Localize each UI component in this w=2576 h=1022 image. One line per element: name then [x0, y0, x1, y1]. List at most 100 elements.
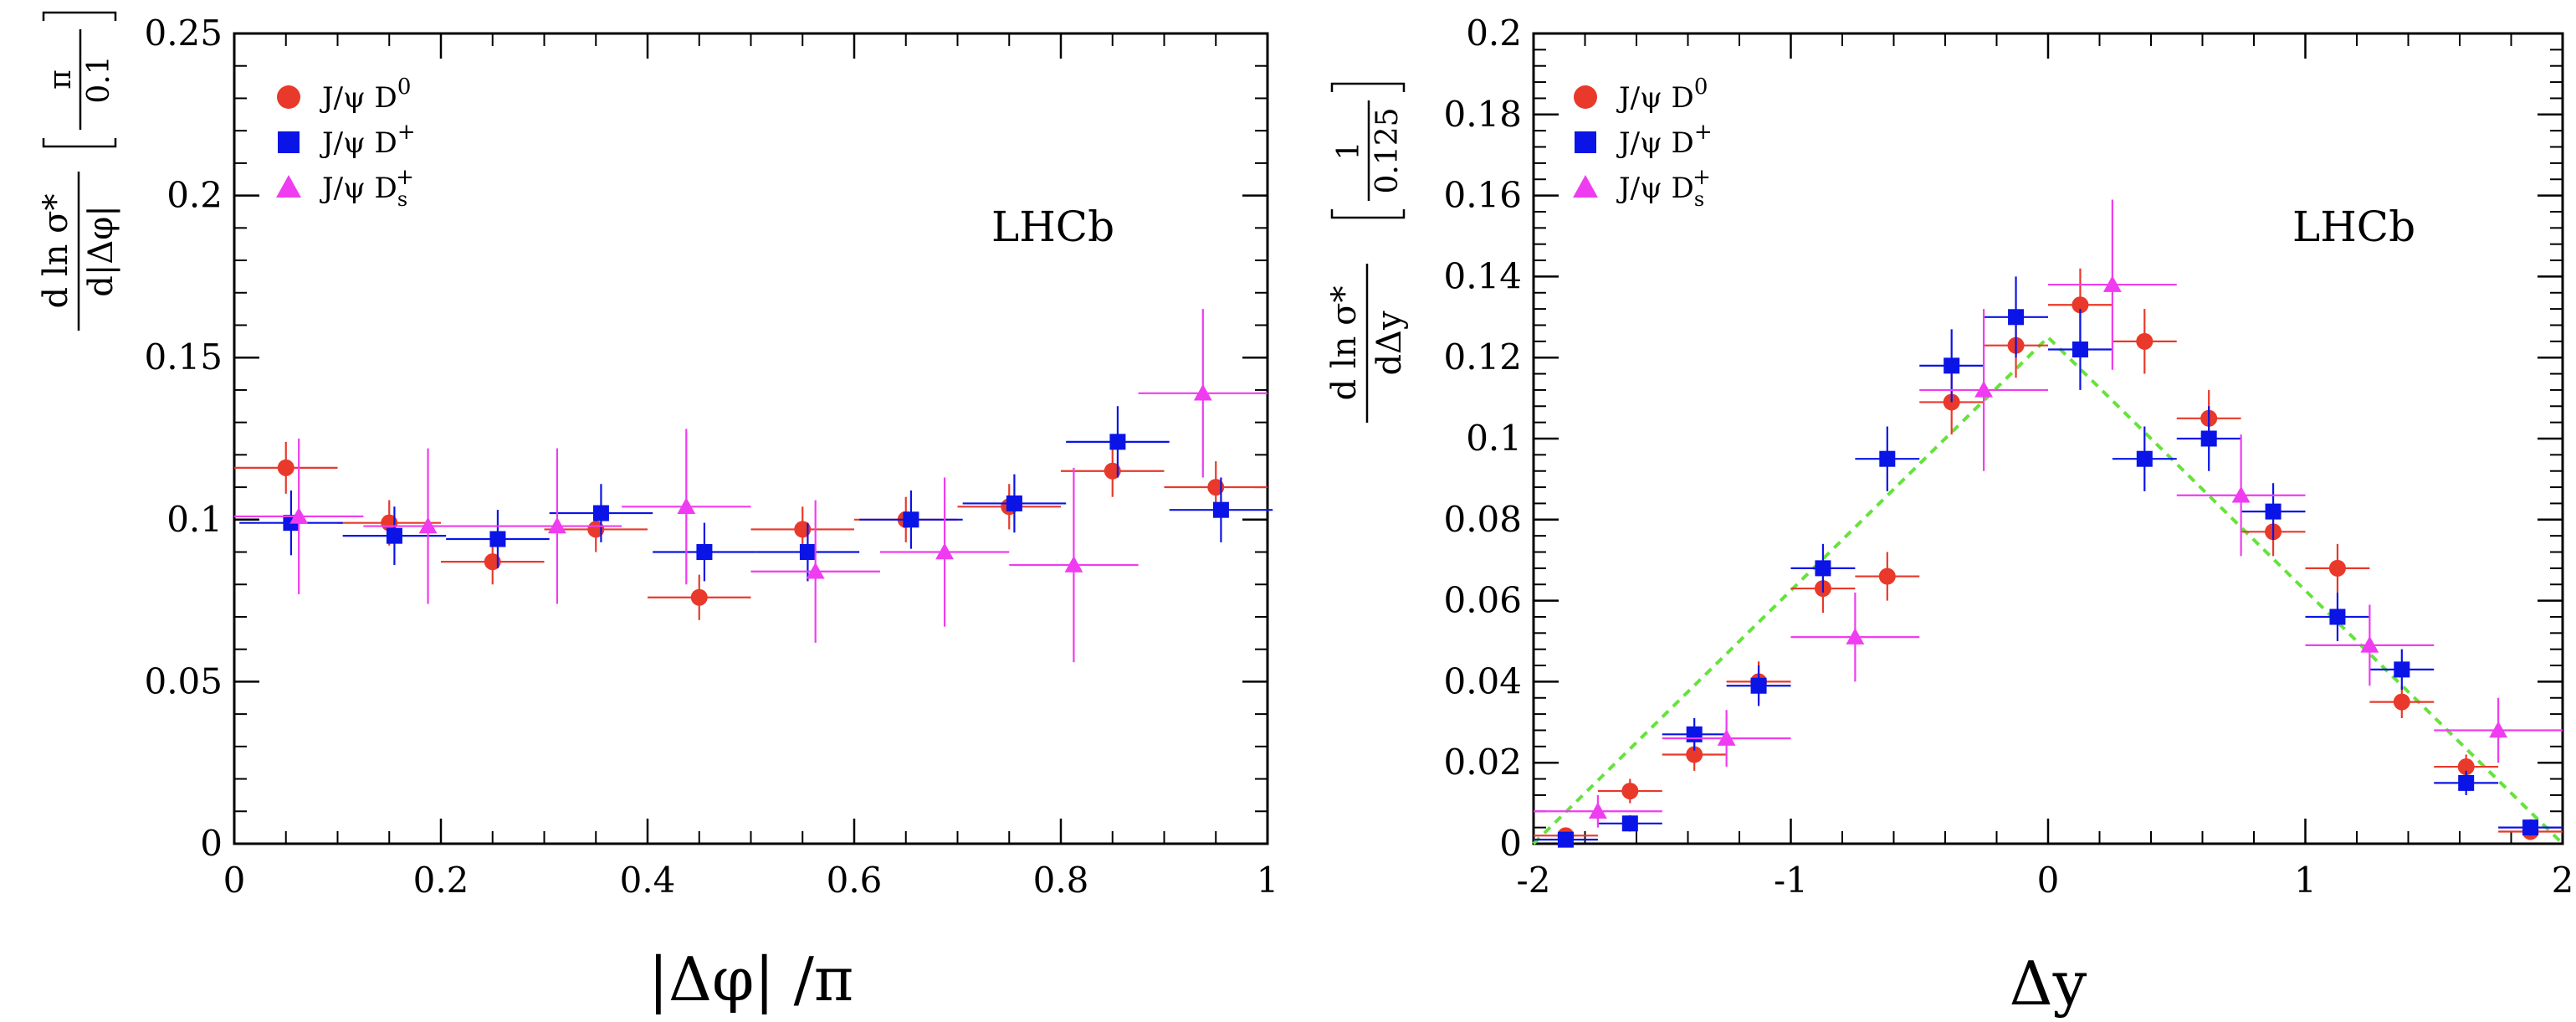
y-tick-label: 0.18 [1443, 94, 1522, 135]
marker-square [1212, 501, 1229, 518]
marker-square [2072, 342, 2088, 358]
marker-square [1109, 434, 1126, 450]
x-tick-label: -1 [1774, 860, 1808, 901]
lhcb-label: LHCb [2292, 203, 2415, 251]
marker-triangle [2231, 485, 2251, 503]
y-tick-label: 0.1 [1466, 418, 1522, 459]
legend-item-triangle: J/ψ Ds+ [1573, 165, 1711, 211]
legend-label-base: J/ψ D [320, 126, 397, 160]
marker-square [1944, 357, 1960, 374]
marker-triangle [677, 497, 696, 515]
marker-circle [587, 521, 605, 538]
marker-triangle [1064, 556, 1083, 573]
y-tick-label: 0 [200, 823, 223, 864]
marker-square [2008, 309, 2025, 326]
data-point-triangle [2434, 697, 2563, 763]
data-point-square [2369, 649, 2435, 691]
data-point-square [1662, 717, 1727, 751]
y-unit-numerator: π [44, 69, 78, 90]
data-point-circle [1061, 444, 1165, 497]
series-square [1534, 276, 2563, 848]
data-point-square [1984, 276, 2048, 358]
marker-triangle [418, 516, 438, 534]
marker-square [1621, 815, 1638, 832]
marker-square [2522, 819, 2539, 836]
legend-label-sup: + [396, 165, 414, 190]
reference-line [1532, 335, 2564, 845]
legend-item-circle: J/ψ D0 [1574, 74, 1708, 115]
y-tick-label: 0.12 [1443, 336, 1522, 377]
data-point-square [962, 474, 1067, 533]
legend-label-sup: 0 [397, 74, 412, 100]
lhcb-label: LHCb [991, 203, 1114, 251]
data-point-circle [1855, 552, 1920, 601]
data-point-square [342, 506, 447, 566]
y-title-numerator: d ln σ* [1325, 286, 1364, 401]
data-point-square [1169, 477, 1273, 542]
y-tick-label: 0.1 [166, 499, 223, 540]
series-square [239, 406, 1273, 582]
data-point-triangle [234, 439, 364, 594]
legend-label-sup: + [1694, 120, 1713, 145]
data-point-square [755, 522, 860, 582]
y-tick-label: 0.04 [1443, 660, 1522, 701]
marker-square [386, 527, 402, 544]
legend-marker-triangle [276, 175, 301, 198]
legend: J/ψ D0J/ψ D+J/ψ Ds+ [1573, 74, 1713, 211]
y-tick-label: 0.05 [144, 660, 223, 701]
marker-triangle [806, 562, 825, 579]
marker-triangle [1193, 383, 1212, 401]
legend-label-sup: + [1693, 165, 1711, 190]
data-point-triangle [1662, 710, 1791, 768]
legend-label: J/ψ Ds+ [1616, 165, 1711, 211]
legend-label: J/ψ D+ [320, 120, 416, 160]
data-point-square [2241, 483, 2306, 540]
unit-bracket-right [1330, 82, 1406, 92]
y-tick-label: 0.08 [1443, 499, 1522, 540]
marker-triangle [935, 542, 954, 560]
marker-square [1815, 560, 1831, 577]
y-tick-label: 0.25 [144, 13, 223, 54]
legend-item-triangle: J/ψ Ds+ [276, 165, 414, 211]
y-title-denominator: d|Δφ| [82, 205, 120, 296]
marker-square [2329, 609, 2346, 625]
legend-marker-square [1575, 131, 1596, 153]
data-point-triangle [1790, 592, 1920, 682]
marker-triangle [2489, 721, 2508, 738]
marker-triangle [2102, 275, 2122, 292]
unit-bracket-right [42, 11, 117, 21]
legend-label-sup: + [397, 120, 416, 145]
data-point-triangle [363, 448, 493, 604]
y-tick-label: 0.06 [1443, 580, 1522, 621]
legend-label-base: J/ψ D [1616, 172, 1694, 205]
marker-square [592, 505, 609, 521]
y-unit-denominator: 0.1 [82, 55, 116, 103]
marker-triangle [1846, 628, 1865, 645]
data-point-circle [2305, 543, 2370, 593]
x-tick-label: 0.8 [1033, 860, 1089, 901]
data-point-square [1597, 815, 1662, 832]
data-point-circle [2369, 686, 2435, 718]
data-point-square [2434, 770, 2499, 795]
data-point-square [2498, 819, 2563, 836]
legend-label-sub: s [1694, 187, 1704, 211]
data-point-triangle [879, 477, 1010, 627]
y-axis-title: d ln σ* dΔy [1325, 264, 1409, 423]
legend-label-base: J/ψ D [1616, 126, 1694, 160]
data-point-triangle [1919, 309, 2048, 471]
marker-square [1686, 726, 1703, 742]
y-title-denominator: dΔy [1370, 311, 1409, 375]
x-tick-label: 0 [2037, 860, 2060, 901]
data-point-square [1726, 665, 1791, 706]
marker-square [1750, 677, 1767, 694]
legend-item-square: J/ψ D+ [1575, 120, 1713, 160]
y-tick-label: 0.2 [1466, 13, 1522, 54]
x-tick-label: 0.6 [827, 860, 883, 901]
marker-circle [1686, 746, 1703, 763]
marker-square [1879, 450, 1896, 467]
marker-triangle [1974, 380, 1994, 398]
x-tick-label: -2 [1517, 860, 1551, 901]
data-point-circle [234, 441, 338, 494]
y-axis-unit: π 0.1 [42, 11, 117, 148]
